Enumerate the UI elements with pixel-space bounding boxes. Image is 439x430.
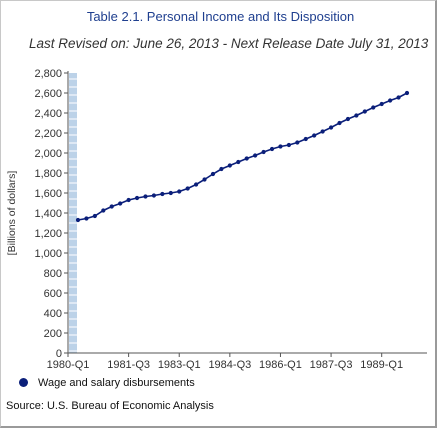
data-point bbox=[160, 191, 165, 197]
data-point bbox=[168, 190, 173, 196]
data-point bbox=[328, 125, 334, 130]
y-tick-label: 200 bbox=[44, 328, 62, 340]
data-point bbox=[194, 182, 199, 187]
data-point bbox=[337, 120, 342, 126]
data-point bbox=[236, 159, 241, 165]
x-tick-label: 1981-Q3 bbox=[107, 359, 150, 371]
y-tick-label: 1,200 bbox=[34, 228, 62, 240]
data-point bbox=[109, 204, 114, 209]
data-point bbox=[379, 101, 384, 107]
data-point bbox=[202, 177, 207, 182]
data-point bbox=[396, 95, 401, 100]
data-point bbox=[134, 195, 140, 201]
y-axis-label: [Billions of dollars] bbox=[6, 171, 18, 256]
data-point bbox=[345, 116, 351, 122]
data-point bbox=[269, 146, 275, 152]
data-point bbox=[151, 193, 157, 198]
y-tick-label: 1,600 bbox=[34, 188, 62, 200]
data-point bbox=[388, 98, 393, 103]
y-tick-label: 2,000 bbox=[34, 148, 62, 160]
source-note: Source: U.S. Bureau of Economic Analysis bbox=[6, 400, 214, 412]
data-point bbox=[312, 133, 317, 138]
data-point bbox=[126, 197, 131, 203]
y-tick-label: 400 bbox=[44, 308, 62, 320]
y-tick-label: 0 bbox=[56, 348, 62, 360]
y-tick-label: 2,200 bbox=[34, 128, 62, 140]
data-point bbox=[320, 129, 325, 134]
y-tick-label: 2,400 bbox=[34, 108, 62, 120]
data-point bbox=[75, 217, 81, 223]
chart-subtitle: Last Revised on: June 26, 2013 - Next Re… bbox=[29, 36, 429, 51]
x-tick-label: 1987-Q3 bbox=[310, 359, 353, 371]
y-tick-label: 1,400 bbox=[34, 208, 62, 220]
data-point bbox=[92, 213, 97, 219]
x-tick-label: 1989-Q1 bbox=[360, 359, 403, 371]
series-line bbox=[77, 92, 408, 221]
data-point bbox=[101, 208, 106, 213]
data-point bbox=[261, 149, 266, 155]
data-point bbox=[143, 194, 148, 199]
data-point bbox=[278, 144, 283, 149]
data-point bbox=[354, 113, 359, 118]
data-point bbox=[177, 189, 182, 194]
data-point bbox=[185, 186, 190, 191]
data-point bbox=[303, 136, 308, 142]
x-tick-label: 1984-Q3 bbox=[208, 359, 251, 371]
y-tick-label: 2,800 bbox=[34, 68, 62, 80]
x-tick-label: 1986-Q1 bbox=[259, 359, 302, 371]
data-point bbox=[219, 166, 224, 172]
y-axis-band bbox=[69, 73, 77, 353]
x-tick-label: 1980-Q1 bbox=[47, 359, 90, 371]
y-tick-label: 800 bbox=[44, 268, 62, 280]
y-tick-label: 2,600 bbox=[34, 88, 62, 100]
x-tick-label: 1983-Q1 bbox=[158, 359, 201, 371]
data-point bbox=[362, 109, 367, 114]
y-tick-label: 1,000 bbox=[34, 248, 62, 260]
chart-title: Table 2.1. Personal Income and Its Dispo… bbox=[86, 9, 355, 24]
data-point bbox=[286, 142, 291, 148]
data-point bbox=[295, 140, 300, 145]
data-point bbox=[210, 171, 216, 177]
data-point bbox=[404, 90, 410, 96]
data-point bbox=[227, 163, 232, 168]
legend-label: Wage and salary disbursements bbox=[38, 377, 195, 389]
y-tick-label: 600 bbox=[44, 288, 62, 300]
data-point bbox=[253, 153, 258, 158]
legend: Wage and salary disbursements bbox=[19, 377, 195, 389]
y-tick-label: 1,800 bbox=[34, 168, 62, 180]
data-point bbox=[84, 216, 89, 221]
legend-marker-icon bbox=[19, 378, 28, 387]
data-point bbox=[244, 156, 249, 161]
data-point bbox=[371, 105, 376, 110]
data-point bbox=[118, 201, 123, 206]
